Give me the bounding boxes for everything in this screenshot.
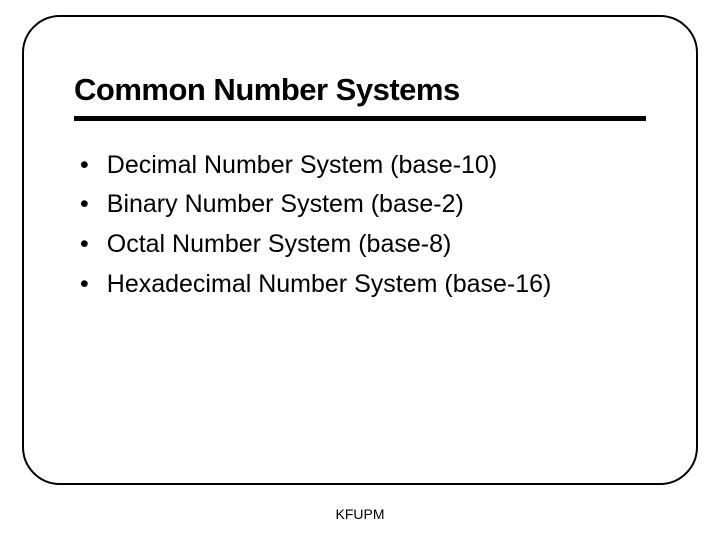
list-item: • Octal Number System (base-8) [80, 228, 646, 262]
slide-content: Common Number Systems • Decimal Number S… [24, 17, 696, 338]
bullet-list: • Decimal Number System (base-10) • Bina… [74, 149, 646, 302]
slide-title: Common Number Systems [74, 72, 646, 116]
bullet-icon: • [80, 228, 89, 262]
slide-frame: Common Number Systems • Decimal Number S… [22, 15, 698, 485]
bullet-icon: • [80, 268, 89, 302]
list-item-text: Binary Number System (base-2) [107, 188, 464, 222]
bullet-icon: • [80, 188, 89, 222]
list-item: • Hexadecimal Number System (base-16) [80, 268, 646, 302]
slide-footer: KFUPM [0, 506, 720, 522]
list-item-text: Octal Number System (base-8) [107, 228, 452, 262]
list-item-text: Hexadecimal Number System (base-16) [107, 268, 552, 302]
bullet-icon: • [80, 149, 89, 183]
title-underline [74, 116, 646, 121]
list-item: • Binary Number System (base-2) [80, 188, 646, 222]
list-item-text: Decimal Number System (base-10) [107, 149, 497, 183]
list-item: • Decimal Number System (base-10) [80, 149, 646, 183]
